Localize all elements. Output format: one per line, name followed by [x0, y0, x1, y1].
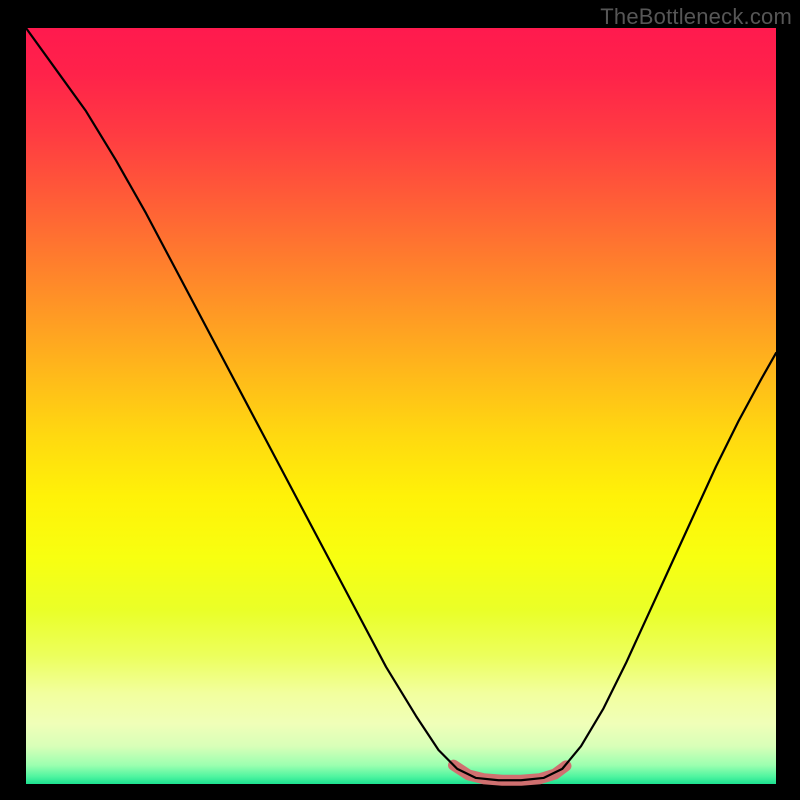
- plot-background: [26, 28, 776, 784]
- watermark-text: TheBottleneck.com: [600, 4, 792, 30]
- chart-container: TheBottleneck.com: [0, 0, 800, 800]
- bottleneck-chart: [0, 0, 800, 800]
